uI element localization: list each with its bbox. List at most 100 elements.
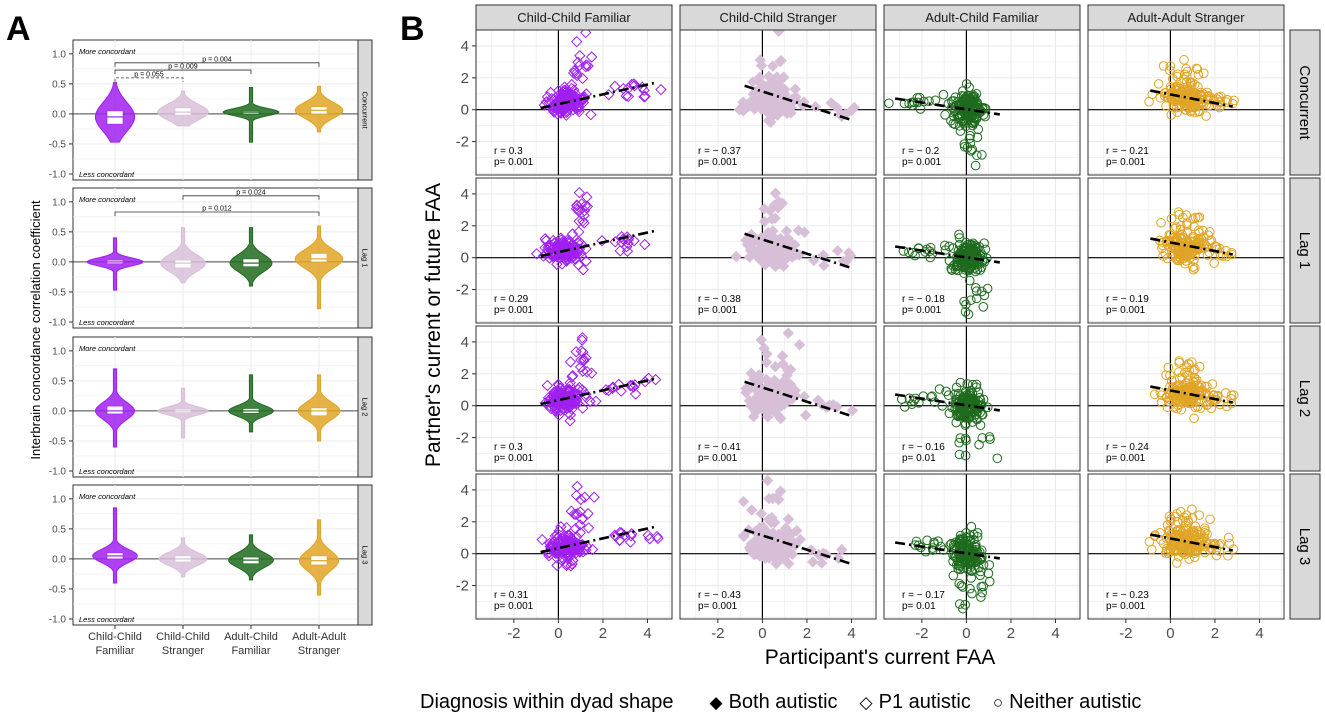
data-point	[835, 108, 847, 120]
data-point	[1182, 227, 1192, 238]
data-point	[959, 410, 969, 420]
panel-border	[475, 325, 673, 472]
data-point	[763, 492, 775, 505]
data-point	[584, 395, 596, 408]
points	[530, 186, 657, 276]
y-tick-label: -2	[456, 430, 469, 447]
violin	[229, 227, 273, 287]
facet-strip-label: Concurrent	[361, 91, 370, 129]
data-point	[571, 200, 583, 212]
data-point	[758, 203, 770, 215]
data-point	[1226, 390, 1237, 401]
data-point	[1194, 212, 1205, 222]
facet-strip-label: Child-Child Familiar	[517, 10, 631, 25]
scatter-panel: r = − 0.2p= 0.001	[883, 29, 1081, 176]
data-point	[1194, 510, 1205, 520]
data-point	[960, 433, 971, 444]
facet-strip	[1289, 473, 1321, 620]
data-point	[609, 80, 621, 93]
data-point	[1202, 529, 1212, 539]
significance-bracket	[114, 62, 320, 67]
data-point	[778, 71, 790, 83]
data-point	[1215, 250, 1226, 261]
data-point	[1172, 516, 1183, 527]
data-point	[762, 226, 775, 239]
data-point	[977, 150, 987, 160]
data-point	[567, 369, 579, 382]
regression-line	[894, 97, 1001, 116]
data-point	[580, 59, 592, 71]
x-tick-label: 4	[643, 625, 651, 642]
data-point	[624, 536, 637, 548]
data-point	[980, 103, 991, 114]
panel-label-b: B	[400, 10, 425, 48]
data-point	[1173, 207, 1184, 217]
x-tick-label: 4	[847, 625, 855, 642]
legend-label: Both autistic	[729, 691, 838, 713]
data-point	[975, 570, 986, 581]
p-value-label: p = 0.024	[236, 189, 265, 196]
data-point	[1192, 380, 1202, 391]
data-point	[918, 391, 929, 401]
data-point	[588, 491, 600, 503]
data-point	[1158, 251, 1168, 261]
data-point	[1156, 397, 1167, 407]
data-point	[1184, 359, 1194, 370]
data-point	[1180, 520, 1191, 531]
y-tick-label: 4	[461, 482, 469, 499]
data-point	[1192, 529, 1202, 540]
panel-border	[679, 177, 877, 324]
legend-title: Diagnosis within dyad shape	[420, 691, 674, 713]
data-point	[628, 235, 640, 247]
data-point	[794, 533, 807, 546]
y-tick-label: 0.5	[52, 227, 66, 238]
data-point	[972, 528, 983, 538]
y-tick-label: 0.0	[52, 554, 66, 565]
points	[536, 480, 664, 572]
data-point	[551, 552, 563, 564]
data-point	[745, 228, 758, 241]
data-point	[621, 241, 633, 253]
data-point	[1192, 546, 1202, 557]
x-tick-label: Adult-Child	[224, 631, 278, 643]
data-point	[1177, 372, 1187, 383]
data-point	[1212, 391, 1223, 402]
data-point	[961, 528, 971, 538]
y-tick-label: 0	[461, 102, 469, 119]
x-tick-label: Stranger	[298, 645, 341, 657]
correlation-r: r = 0.29	[494, 294, 529, 305]
x-tick-label: -2	[711, 625, 724, 642]
data-point	[909, 396, 919, 406]
data-point	[1173, 551, 1184, 562]
panel-border	[1087, 177, 1285, 324]
data-point	[1202, 95, 1212, 105]
data-point	[765, 255, 778, 268]
data-point	[585, 367, 598, 379]
data-point	[1181, 76, 1192, 87]
violin	[294, 225, 344, 310]
data-point	[963, 309, 974, 320]
data-point	[777, 358, 789, 370]
data-point	[649, 373, 662, 386]
data-point	[1224, 538, 1235, 549]
data-point	[574, 361, 587, 373]
data-point	[1178, 395, 1188, 405]
data-point	[754, 540, 766, 552]
data-point	[1190, 212, 1201, 223]
facet-strip-label: Lag 1	[361, 249, 370, 268]
data-point	[1189, 552, 1200, 563]
data-point	[760, 356, 773, 369]
data-point	[740, 386, 752, 399]
x-tick-label: Child-Child	[156, 631, 210, 643]
data-point	[910, 250, 920, 261]
correlation-p: p= 0.001	[698, 453, 738, 464]
correlation-r: r = − 0.38	[698, 294, 741, 305]
points	[1144, 504, 1239, 568]
data-point	[575, 354, 587, 366]
regression-line	[744, 380, 850, 417]
x-tick-label: 2	[1211, 625, 1219, 642]
correlation-r: r = 0.31	[494, 590, 529, 601]
significance-bracket	[114, 77, 184, 82]
data-point	[1156, 217, 1166, 228]
x-tick-label: Stranger	[162, 645, 205, 657]
